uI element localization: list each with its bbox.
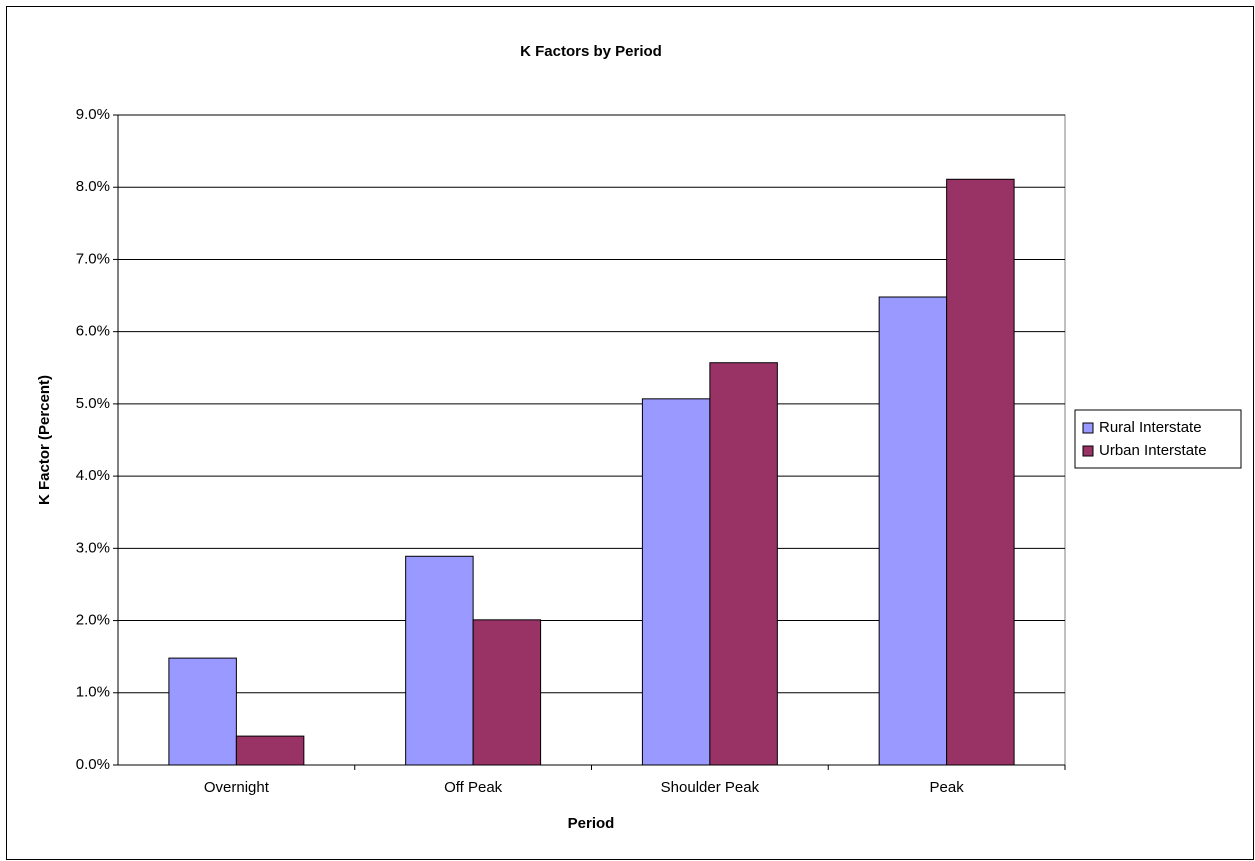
x-axis-title: Period <box>568 815 615 832</box>
bar <box>235 735 305 766</box>
bar <box>709 362 778 766</box>
y-tick-label: 4.0% <box>76 467 110 484</box>
y-tick-label: 2.0% <box>76 612 110 629</box>
legend-label: Urban Interstate <box>1099 442 1207 459</box>
y-tick-label: 5.0% <box>76 395 110 412</box>
bar <box>878 296 948 766</box>
y-tick-label: 7.0% <box>76 250 110 267</box>
x-tick-label: Off Peak <box>444 779 503 796</box>
x-tick-label: Overnight <box>204 779 270 796</box>
y-tick-label: 8.0% <box>76 178 110 195</box>
chart-title: K Factors by Period <box>520 43 662 60</box>
y-tick-label: 6.0% <box>76 323 110 340</box>
y-axis-title: K Factor (Percent) <box>36 375 53 505</box>
bar <box>472 619 542 766</box>
x-tick-label: Peak <box>930 779 965 796</box>
bar <box>946 178 1015 766</box>
y-tick-label: 3.0% <box>76 539 110 556</box>
bar <box>168 657 237 766</box>
y-tick-label: 0.0% <box>76 756 110 773</box>
bar <box>405 555 474 766</box>
legend-label: Rural Interstate <box>1099 419 1202 436</box>
legend-swatch <box>1082 445 1094 457</box>
x-tick-label: Shoulder Peak <box>661 779 760 796</box>
y-tick-label: 9.0% <box>76 106 110 123</box>
bar <box>641 398 711 766</box>
legend-swatch <box>1082 422 1094 434</box>
legend-box <box>1074 409 1242 469</box>
y-tick-label: 1.0% <box>76 684 110 701</box>
